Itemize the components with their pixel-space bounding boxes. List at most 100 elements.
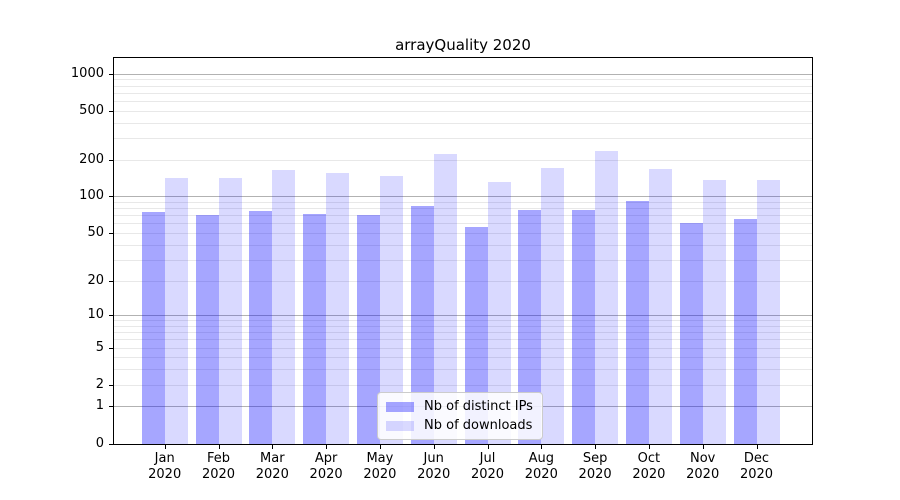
y-tick-label-1000: 1000 [70,65,104,81]
minor-gridline-900 [114,79,812,81]
bar-distinct-ips-feb [195,215,219,444]
chart-title: arrayQuality 2020 [395,36,531,54]
x-tick-label-may: May 2020 [363,451,397,482]
x-tick-label-feb: Feb 2020 [201,451,236,482]
bar-downloads-mar [272,169,296,444]
y-tick-2 [109,384,114,386]
major-gridline-100 [114,196,812,198]
minor-gridline-6 [114,339,812,341]
x-tick-dec [756,444,758,449]
bar-distinct-ips-dec [733,219,757,444]
y-tick-label-200: 200 [79,151,104,167]
x-tick-mar [272,444,274,449]
y-tick-200 [109,159,114,161]
minor-gridline-2 [114,384,812,386]
bar-distinct-ips-oct [625,201,649,444]
bar-downloads-jun [433,154,457,444]
bar-downloads-dec [756,179,780,444]
x-tick-feb [218,444,220,449]
bar-downloads-jan [164,177,188,444]
y-tick-label-20: 20 [87,272,104,288]
x-tick-apr [326,444,328,449]
x-tick-label-jul: Jul 2020 [470,451,505,482]
bar-distinct-ips-jun [410,206,434,444]
minor-gridline-500 [114,110,812,112]
x-tick-label-aug: Aug 2020 [524,451,558,482]
minor-gridline-7 [114,332,812,334]
x-tick-label-oct: Oct 2020 [632,451,666,482]
x-tick-label-mar: Mar 2020 [255,451,289,482]
minor-gridline-9 [114,320,812,322]
minor-gridline-30 [114,259,812,261]
minor-gridline-90 [114,202,812,203]
minor-gridline-3 [114,369,812,371]
minor-gridline-800 [114,85,812,87]
y-tick-label-50: 50 [87,225,104,240]
y-tick-label-1: 1 [95,398,104,414]
bar-downloads-feb [218,177,242,444]
x-tick-label-jan: Jan 2020 [148,451,182,482]
x-tick-label-apr: Apr 2020 [309,451,343,482]
y-tick-10 [109,315,114,317]
y-tick-label-5: 5 [95,339,104,355]
y-tick-label-2: 2 [95,376,104,392]
minor-gridline-700 [114,92,812,94]
bar-downloads-oct [648,168,672,444]
bar-downloads-apr [326,172,350,444]
bar-distinct-ips-jan [141,211,165,444]
bar-downloads-sep [595,150,619,444]
x-tick-sep [595,444,597,449]
bar-downloads-nov [702,180,726,444]
x-tick-label-jun: Jun 2020 [417,451,451,482]
x-tick-nov [702,444,704,449]
minor-gridline-8 [114,325,812,327]
minor-gridline-5 [114,347,812,349]
bar-distinct-ips-sep [572,210,596,444]
bar-downloads-jul [487,182,511,444]
legend-item-downloads: Nb of downloads [386,418,533,433]
minor-gridline-50 [114,233,812,234]
y-tick-50 [109,233,114,234]
legend: Nb of distinct IPs Nb of downloads [377,392,543,440]
y-tick-label-500: 500 [79,102,104,118]
bar-distinct-ips-jul [464,227,488,444]
y-tick-label-0: 0 [95,435,104,451]
x-tick-may [379,444,381,449]
bar-downloads-may [379,175,403,444]
y-tick-5 [109,347,114,349]
minor-gridline-80 [114,208,812,210]
legend-swatch-distinct-ips [386,401,414,412]
x-tick-jan [164,444,166,449]
x-tick-oct [648,444,650,449]
minor-gridline-200 [114,159,812,161]
major-gridline-1000 [114,73,812,75]
y-tick-label-100: 100 [79,188,104,204]
bar-distinct-ips-mar [249,210,273,444]
x-tick-jun [433,444,435,449]
bar-distinct-ips-apr [303,213,327,444]
minor-gridline-20 [114,280,812,282]
minor-gridline-300 [114,137,812,139]
legend-label-downloads: Nb of downloads [424,418,533,433]
minor-gridline-4 [114,357,812,359]
x-tick-label-nov: Nov 2020 [686,451,720,482]
x-tick-label-dec: Dec 2020 [739,451,774,482]
bar-downloads-aug [541,167,565,444]
plot-area: Nb of distinct IPs Nb of downloads [113,57,813,445]
minor-gridline-40 [114,244,812,246]
x-tick-jul [487,444,489,449]
minor-gridline-400 [114,122,812,124]
y-tick-20 [109,280,114,282]
x-tick-label-sep: Sep 2020 [578,451,612,482]
bar-distinct-ips-nov [679,223,703,444]
legend-swatch-downloads [386,420,414,431]
x-tick-aug [541,444,543,449]
bar-distinct-ips-aug [518,210,542,444]
legend-item-distinct-ips: Nb of distinct IPs [386,399,533,414]
y-tick-0 [109,443,114,445]
legend-label-distinct-ips: Nb of distinct IPs [424,399,533,414]
y-tick-1 [109,406,114,408]
minor-gridline-600 [114,100,812,102]
minor-gridline-60 [114,223,812,225]
